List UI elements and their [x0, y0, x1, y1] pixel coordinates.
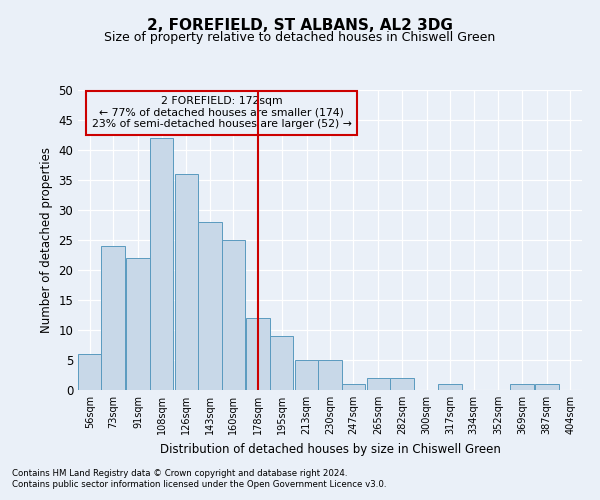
- Text: Contains HM Land Registry data © Crown copyright and database right 2024.: Contains HM Land Registry data © Crown c…: [12, 468, 347, 477]
- X-axis label: Distribution of detached houses by size in Chiswell Green: Distribution of detached houses by size …: [160, 442, 500, 456]
- Bar: [101, 246, 125, 390]
- Text: 2, FOREFIELD, ST ALBANS, AL2 3DG: 2, FOREFIELD, ST ALBANS, AL2 3DG: [147, 18, 453, 32]
- Bar: [127, 258, 150, 390]
- Bar: [390, 378, 413, 390]
- Text: Contains public sector information licensed under the Open Government Licence v3: Contains public sector information licen…: [12, 480, 386, 489]
- Bar: [342, 384, 365, 390]
- Bar: [439, 384, 462, 390]
- Bar: [367, 378, 390, 390]
- Bar: [535, 384, 559, 390]
- Bar: [175, 174, 198, 390]
- Text: 2 FOREFIELD: 172sqm
← 77% of detached houses are smaller (174)
23% of semi-detac: 2 FOREFIELD: 172sqm ← 77% of detached ho…: [92, 96, 352, 129]
- Y-axis label: Number of detached properties: Number of detached properties: [40, 147, 53, 333]
- Bar: [318, 360, 342, 390]
- Bar: [150, 138, 173, 390]
- Text: Size of property relative to detached houses in Chiswell Green: Size of property relative to detached ho…: [104, 31, 496, 44]
- Bar: [270, 336, 293, 390]
- Bar: [221, 240, 245, 390]
- Bar: [295, 360, 318, 390]
- Bar: [247, 318, 270, 390]
- Bar: [510, 384, 533, 390]
- Bar: [198, 222, 221, 390]
- Bar: [78, 354, 101, 390]
